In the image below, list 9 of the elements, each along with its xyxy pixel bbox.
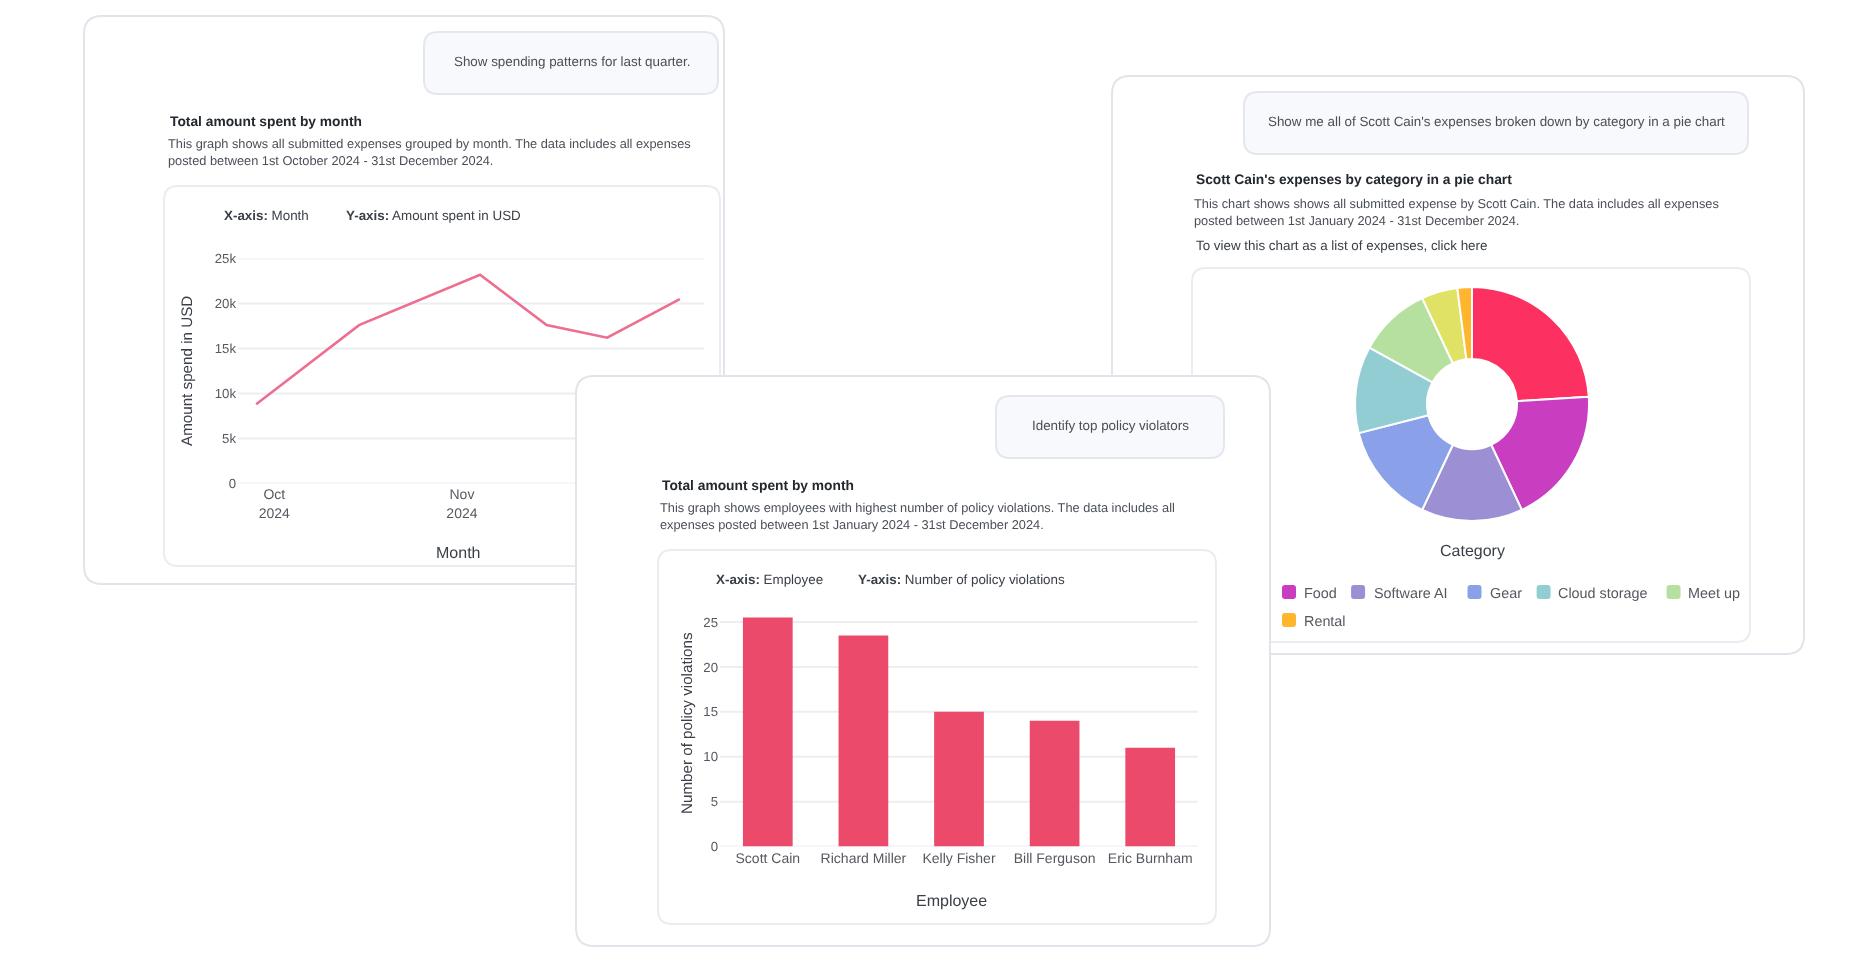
legend-title: Category: [1440, 542, 1505, 560]
bar: [838, 635, 889, 847]
x-axis-title: Employee: [916, 892, 989, 910]
line-series: [254, 273, 682, 406]
bar: [1125, 747, 1176, 847]
bar: [742, 617, 793, 847]
bar: [934, 711, 984, 847]
bar: [1029, 720, 1080, 847]
x-axis-title: Month: [436, 544, 481, 562]
